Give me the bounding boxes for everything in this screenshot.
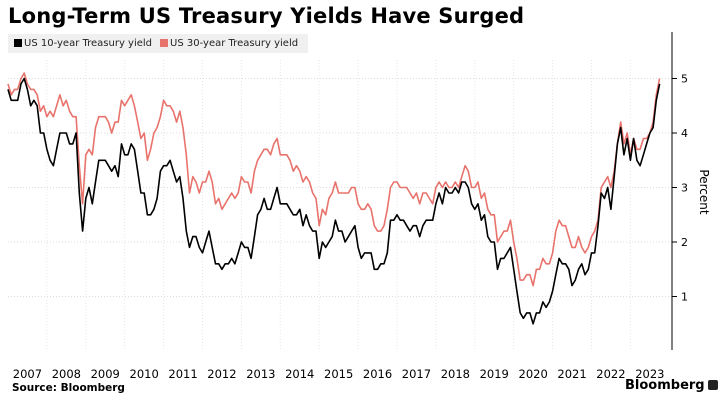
chart-title: Long-Term US Treasury Yields Have Surged <box>8 4 525 28</box>
x-tick-label: 2019 <box>480 367 509 381</box>
x-tick-label: 2011 <box>168 367 197 381</box>
x-tick-label: 2013 <box>246 367 275 381</box>
x-tick-label: 2012 <box>207 367 236 381</box>
x-tick-label: 2015 <box>324 367 353 381</box>
bloomberg-icon <box>707 380 718 390</box>
x-tick-label: 2014 <box>285 367 314 381</box>
legend-item-10y: US 10-year Treasury yield <box>14 38 152 49</box>
x-tick-label: 2020 <box>519 367 548 381</box>
x-tick-label: 2022 <box>596 367 625 381</box>
legend: US 10-year Treasury yield US 30-year Tre… <box>8 34 308 53</box>
x-tick-label: 2021 <box>557 367 586 381</box>
series-line-30y <box>7 72 661 287</box>
x-tick-label: 2007 <box>13 367 42 381</box>
x-tick-label: 2023 <box>635 367 664 381</box>
y-tick-label: 1 <box>681 291 688 304</box>
y-tick-label: 5 <box>681 73 688 86</box>
x-tick-label: 2009 <box>91 367 120 381</box>
bloomberg-logo: Bloomberg <box>625 378 718 393</box>
legend-item-30y: US 30-year Treasury yield <box>160 38 298 49</box>
y-tick-label: 3 <box>681 182 688 195</box>
x-tick-label: 2016 <box>363 367 392 381</box>
y-axis-label: Percent <box>697 169 711 214</box>
source-note: Source: Bloomberg <box>12 382 125 394</box>
legend-swatch-30y <box>160 39 169 47</box>
y-tick-label: 4 <box>681 127 688 140</box>
brand-text: Bloomberg <box>625 378 705 393</box>
x-tick-label: 2017 <box>402 367 431 381</box>
series-line-10y <box>7 77 661 325</box>
legend-swatch-10y <box>14 39 22 47</box>
x-tick-label: 2008 <box>52 367 81 381</box>
y-tick-label: 2 <box>681 236 688 249</box>
x-tick-label: 2010 <box>130 367 159 381</box>
x-tick-label: 2018 <box>441 367 470 381</box>
legend-label-10y: US 10-year Treasury yield <box>24 38 153 49</box>
legend-label-30y: US 30-year Treasury yield <box>170 38 299 49</box>
